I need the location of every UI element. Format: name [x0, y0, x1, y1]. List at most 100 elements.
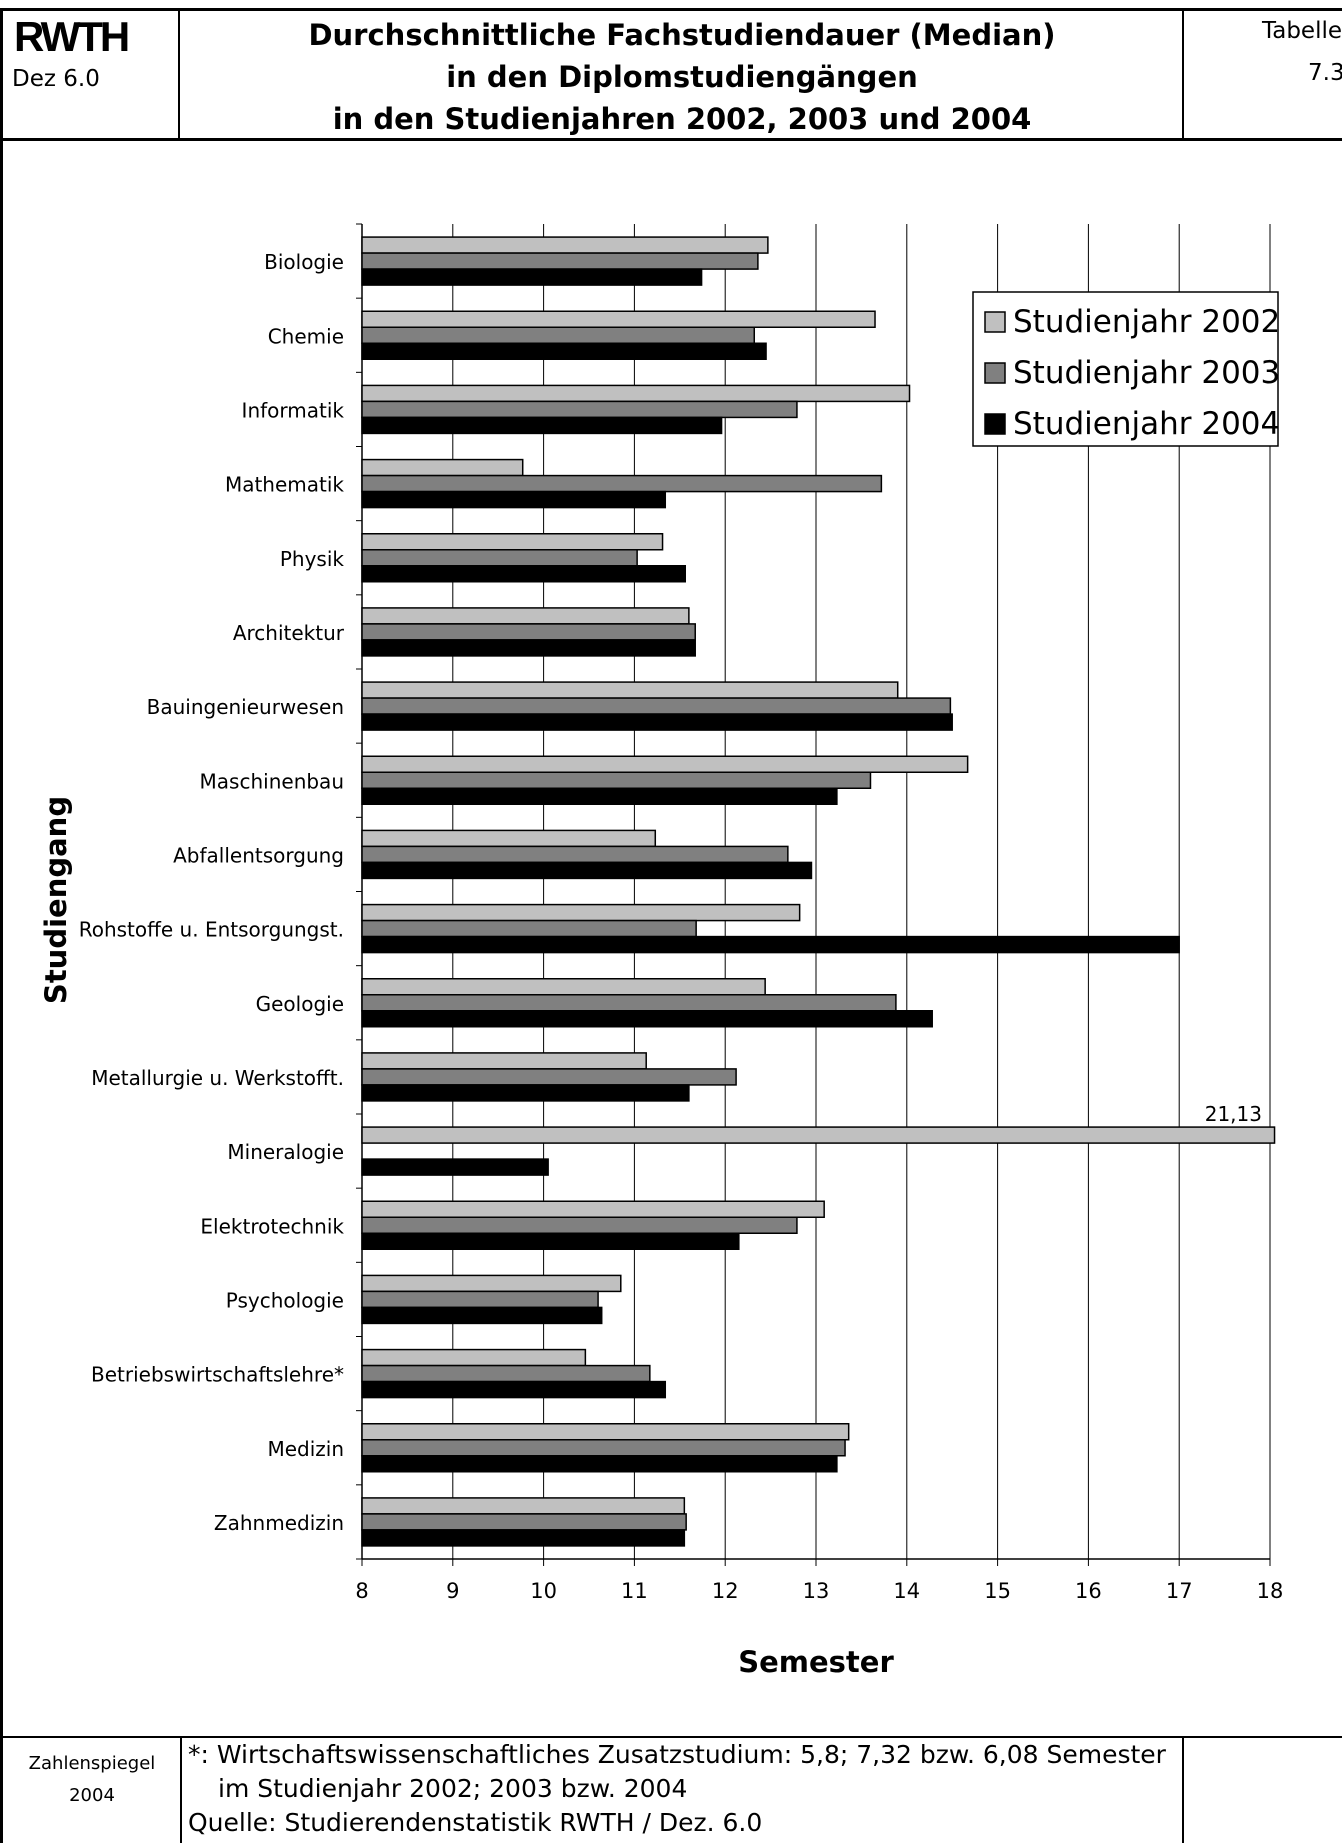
bar — [361, 1232, 740, 1250]
bar — [361, 845, 789, 864]
bar — [361, 236, 769, 254]
bar — [361, 1380, 667, 1399]
department-label: Dez 6.0 — [12, 66, 100, 92]
bar — [361, 1200, 825, 1218]
footer-publication-line-1: Zahlenspiegel — [28, 1753, 156, 1774]
bar — [361, 342, 767, 360]
category-label: Medizin — [267, 1437, 344, 1461]
bar — [361, 1216, 798, 1234]
x-tick-label: 14 — [893, 1579, 920, 1603]
bar — [361, 771, 872, 789]
bar — [361, 326, 756, 344]
x-tick-label: 17 — [1166, 1579, 1193, 1603]
bar — [361, 829, 657, 848]
bar — [361, 1439, 846, 1457]
legend-label: Studienjahr 2003 — [1013, 355, 1280, 391]
page-title: Durchschnittliche Fachstudiendauer (Medi… — [182, 14, 1182, 140]
bar — [361, 1348, 587, 1367]
bar — [361, 252, 759, 270]
bar — [361, 713, 953, 731]
bar — [361, 1126, 1276, 1144]
bar — [361, 565, 686, 583]
table-label: Tabelle — [1262, 18, 1342, 44]
bar — [361, 1513, 687, 1531]
category-label: Psychologie — [226, 1288, 344, 1312]
bar — [361, 549, 638, 567]
bar — [361, 458, 524, 477]
bar — [361, 1010, 933, 1028]
footnote-line-2: im Studienjahr 2002; 2003 bzw. 2004 — [218, 1774, 688, 1803]
x-tick-label: 13 — [803, 1579, 830, 1603]
bar — [361, 755, 969, 773]
category-label: Betriebswirtschaftslehre* — [91, 1363, 344, 1387]
category-label: Zahnmedizin — [214, 1511, 344, 1535]
bar — [361, 787, 838, 805]
bar — [361, 903, 801, 922]
category-label: Bauingenieurwesen — [147, 695, 344, 719]
legend-label: Studienjahr 2002 — [1013, 304, 1280, 340]
legend-swatch — [984, 311, 1006, 333]
title-line-2: in den Diplomstudiengängen — [446, 60, 918, 94]
legend-swatch — [984, 413, 1006, 435]
category-label: Physik — [280, 547, 345, 571]
bar — [361, 384, 911, 403]
bar — [361, 490, 667, 509]
category-label: Geologie — [256, 992, 344, 1016]
bar — [361, 1497, 686, 1515]
legend-label: Studienjahr 2004 — [1013, 406, 1280, 442]
bar — [361, 1068, 737, 1086]
bar — [361, 681, 899, 699]
category-label: Informatik — [242, 398, 345, 422]
category-label: Abfallentsorgung — [173, 843, 344, 867]
bar — [361, 1290, 599, 1309]
category-label: Mineralogie — [227, 1140, 344, 1164]
bar — [361, 1274, 622, 1293]
x-axis-title: Semester — [738, 1645, 894, 1679]
category-label: Mathematik — [225, 473, 344, 497]
legend-box — [972, 291, 1279, 447]
bar — [361, 978, 766, 996]
page-frame — [0, 8, 1342, 1843]
category-label: Elektrotechnik — [200, 1214, 344, 1238]
bar — [361, 1529, 686, 1547]
legend-swatch — [984, 362, 1006, 384]
bar — [361, 310, 876, 328]
footer-top-rule — [0, 1736, 1342, 1738]
category-label: Biologie — [264, 250, 344, 274]
category-label: Architektur — [233, 621, 345, 645]
footer-divider-right — [1182, 1736, 1184, 1843]
bar — [361, 994, 897, 1012]
bar — [361, 919, 697, 938]
bar — [361, 1052, 647, 1070]
category-label: Maschinenbau — [200, 769, 344, 793]
bar — [361, 1423, 850, 1441]
bar — [361, 1364, 651, 1383]
bar — [361, 861, 813, 880]
footer-publication-line-2: 2004 — [69, 1785, 115, 1806]
bar — [361, 400, 798, 419]
x-tick-label: 12 — [712, 1579, 739, 1603]
bar — [361, 1306, 603, 1325]
category-label: Chemie — [268, 324, 344, 348]
bar — [361, 607, 690, 625]
bar — [361, 533, 664, 551]
footnote-source: Quelle: Studierendenstatistik RWTH / Dez… — [188, 1808, 763, 1837]
bar — [361, 1158, 549, 1176]
footer-divider-left — [180, 1736, 182, 1843]
x-tick-label: 10 — [530, 1579, 557, 1603]
x-tick-label: 9 — [446, 1579, 459, 1603]
bar — [361, 623, 696, 641]
y-axis-title: Studiengang — [39, 796, 73, 1004]
bar — [361, 474, 883, 493]
bar — [361, 935, 1180, 954]
x-tick-label: 18 — [1257, 1579, 1284, 1603]
x-tick-label: 8 — [355, 1579, 368, 1603]
header-divider-right — [1182, 8, 1184, 140]
bar — [361, 639, 696, 657]
bar — [361, 697, 952, 715]
category-label: Rohstoffe u. Entsorgungst. — [79, 918, 344, 942]
footer-publication: Zahlenspiegel 2004 — [3, 1748, 181, 1812]
x-tick-label: 16 — [1075, 1579, 1102, 1603]
footnote-line-1: *: Wirtschaftswissenschaftliches Zusatzs… — [188, 1740, 1166, 1769]
